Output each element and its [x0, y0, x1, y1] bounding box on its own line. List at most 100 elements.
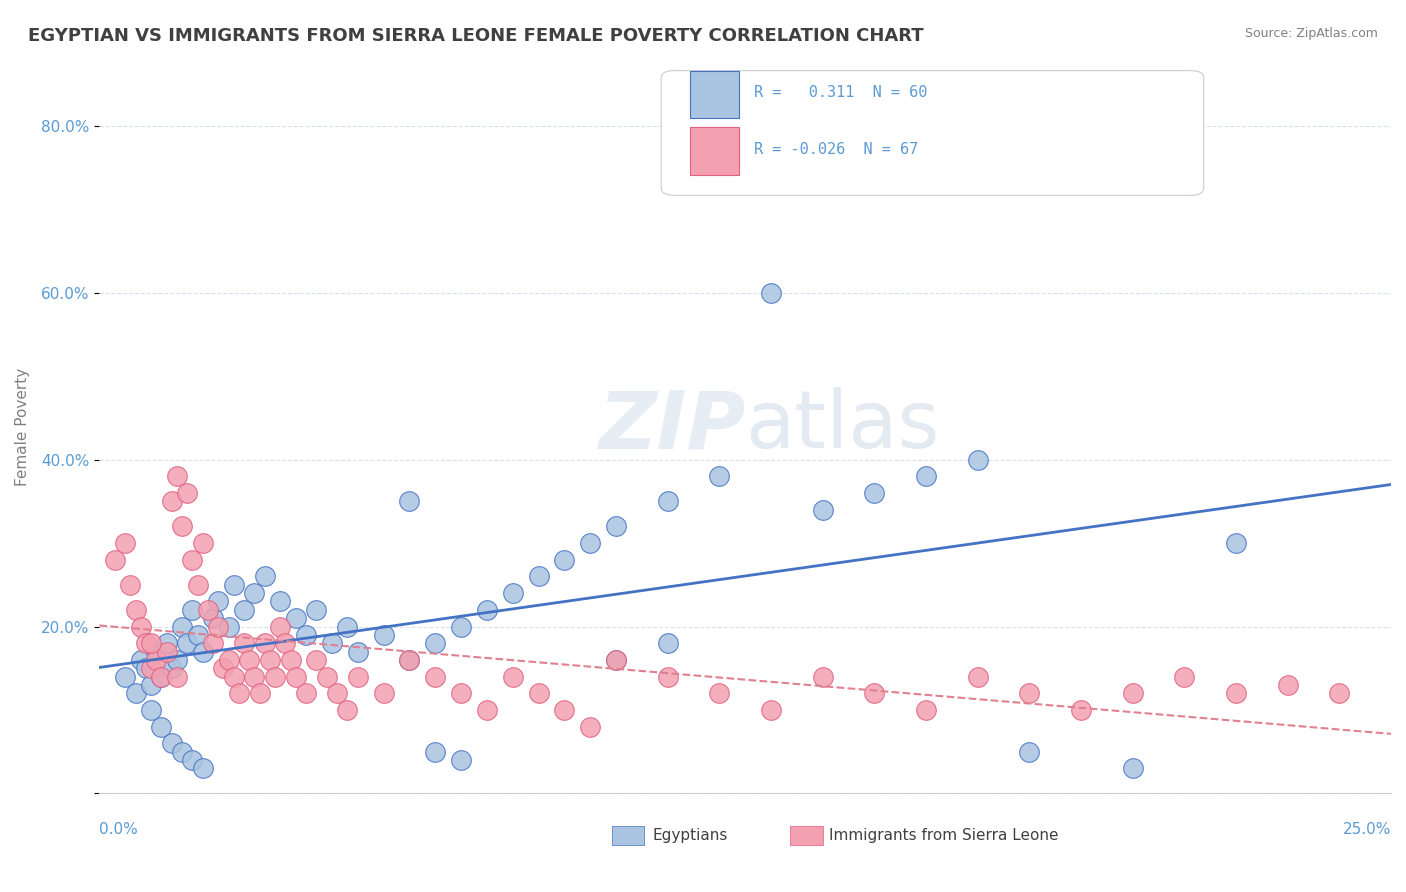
Point	[527, 686, 550, 700]
Bar	[790, 826, 823, 845]
Point	[450, 619, 472, 633]
Point	[966, 669, 988, 683]
Point	[295, 628, 318, 642]
Point	[243, 669, 266, 683]
Point	[160, 494, 183, 508]
Point	[238, 653, 260, 667]
Point	[222, 578, 245, 592]
Text: Immigrants from Sierra Leone: Immigrants from Sierra Leone	[830, 828, 1059, 843]
Point	[657, 669, 679, 683]
Text: 0.0%: 0.0%	[100, 822, 138, 837]
Point	[181, 553, 204, 567]
Point	[150, 669, 173, 683]
Point	[475, 603, 498, 617]
Text: EGYPTIAN VS IMMIGRANTS FROM SIERRA LEONE FEMALE POVERTY CORRELATION CHART: EGYPTIAN VS IMMIGRANTS FROM SIERRA LEONE…	[28, 27, 924, 45]
Point	[1329, 686, 1351, 700]
Point	[124, 686, 146, 700]
Point	[145, 653, 167, 667]
Text: Egyptians: Egyptians	[652, 828, 727, 843]
Text: ZIP: ZIP	[598, 387, 745, 466]
Point	[155, 636, 177, 650]
Point	[222, 669, 245, 683]
Point	[166, 653, 188, 667]
Point	[605, 653, 627, 667]
Text: atlas: atlas	[745, 387, 939, 466]
Point	[129, 619, 152, 633]
Y-axis label: Female Poverty: Female Poverty	[15, 368, 30, 485]
Point	[336, 703, 359, 717]
Point	[1173, 669, 1195, 683]
Point	[759, 703, 782, 717]
Point	[284, 669, 307, 683]
Point	[124, 603, 146, 617]
Point	[425, 745, 447, 759]
Point	[135, 636, 157, 650]
Point	[170, 619, 193, 633]
Point	[1122, 761, 1144, 775]
Point	[657, 494, 679, 508]
Point	[280, 653, 302, 667]
Point	[863, 686, 886, 700]
Point	[398, 653, 420, 667]
Point	[373, 628, 395, 642]
Point	[201, 611, 224, 625]
Point	[450, 686, 472, 700]
Point	[553, 703, 575, 717]
Point	[1018, 745, 1040, 759]
Point	[160, 736, 183, 750]
Point	[218, 619, 240, 633]
Point	[170, 745, 193, 759]
Point	[135, 661, 157, 675]
Point	[139, 678, 162, 692]
Point	[579, 536, 602, 550]
Point	[212, 661, 235, 675]
Point	[398, 494, 420, 508]
Point	[1225, 686, 1247, 700]
Bar	[612, 826, 644, 845]
Point	[114, 536, 136, 550]
Text: R = -0.026  N = 67: R = -0.026 N = 67	[754, 142, 918, 157]
Point	[120, 578, 142, 592]
Point	[269, 594, 291, 608]
Point	[197, 603, 219, 617]
Point	[305, 603, 328, 617]
Point	[191, 536, 214, 550]
Point	[398, 653, 420, 667]
Point	[425, 669, 447, 683]
Point	[657, 636, 679, 650]
Point	[139, 636, 162, 650]
Point	[709, 686, 731, 700]
Point	[186, 578, 208, 592]
Point	[863, 486, 886, 500]
Point	[166, 469, 188, 483]
Point	[170, 519, 193, 533]
Point	[160, 661, 183, 675]
Point	[527, 569, 550, 583]
Point	[915, 469, 938, 483]
Point	[295, 686, 318, 700]
Point	[305, 653, 328, 667]
Text: Source: ZipAtlas.com: Source: ZipAtlas.com	[1244, 27, 1378, 40]
Point	[201, 636, 224, 650]
Point	[502, 669, 524, 683]
Point	[284, 611, 307, 625]
Point	[274, 636, 297, 650]
Text: R =   0.311  N = 60: R = 0.311 N = 60	[754, 85, 928, 100]
Point	[186, 628, 208, 642]
Point	[605, 653, 627, 667]
Point	[259, 653, 281, 667]
Point	[373, 686, 395, 700]
Point	[233, 603, 256, 617]
Point	[228, 686, 250, 700]
Bar	[689, 70, 738, 119]
Point	[269, 619, 291, 633]
Point	[191, 761, 214, 775]
Point	[605, 519, 627, 533]
Point	[1018, 686, 1040, 700]
Point	[915, 703, 938, 717]
Point	[114, 669, 136, 683]
Point	[709, 469, 731, 483]
Point	[176, 636, 198, 650]
Point	[249, 686, 271, 700]
Point	[145, 644, 167, 658]
